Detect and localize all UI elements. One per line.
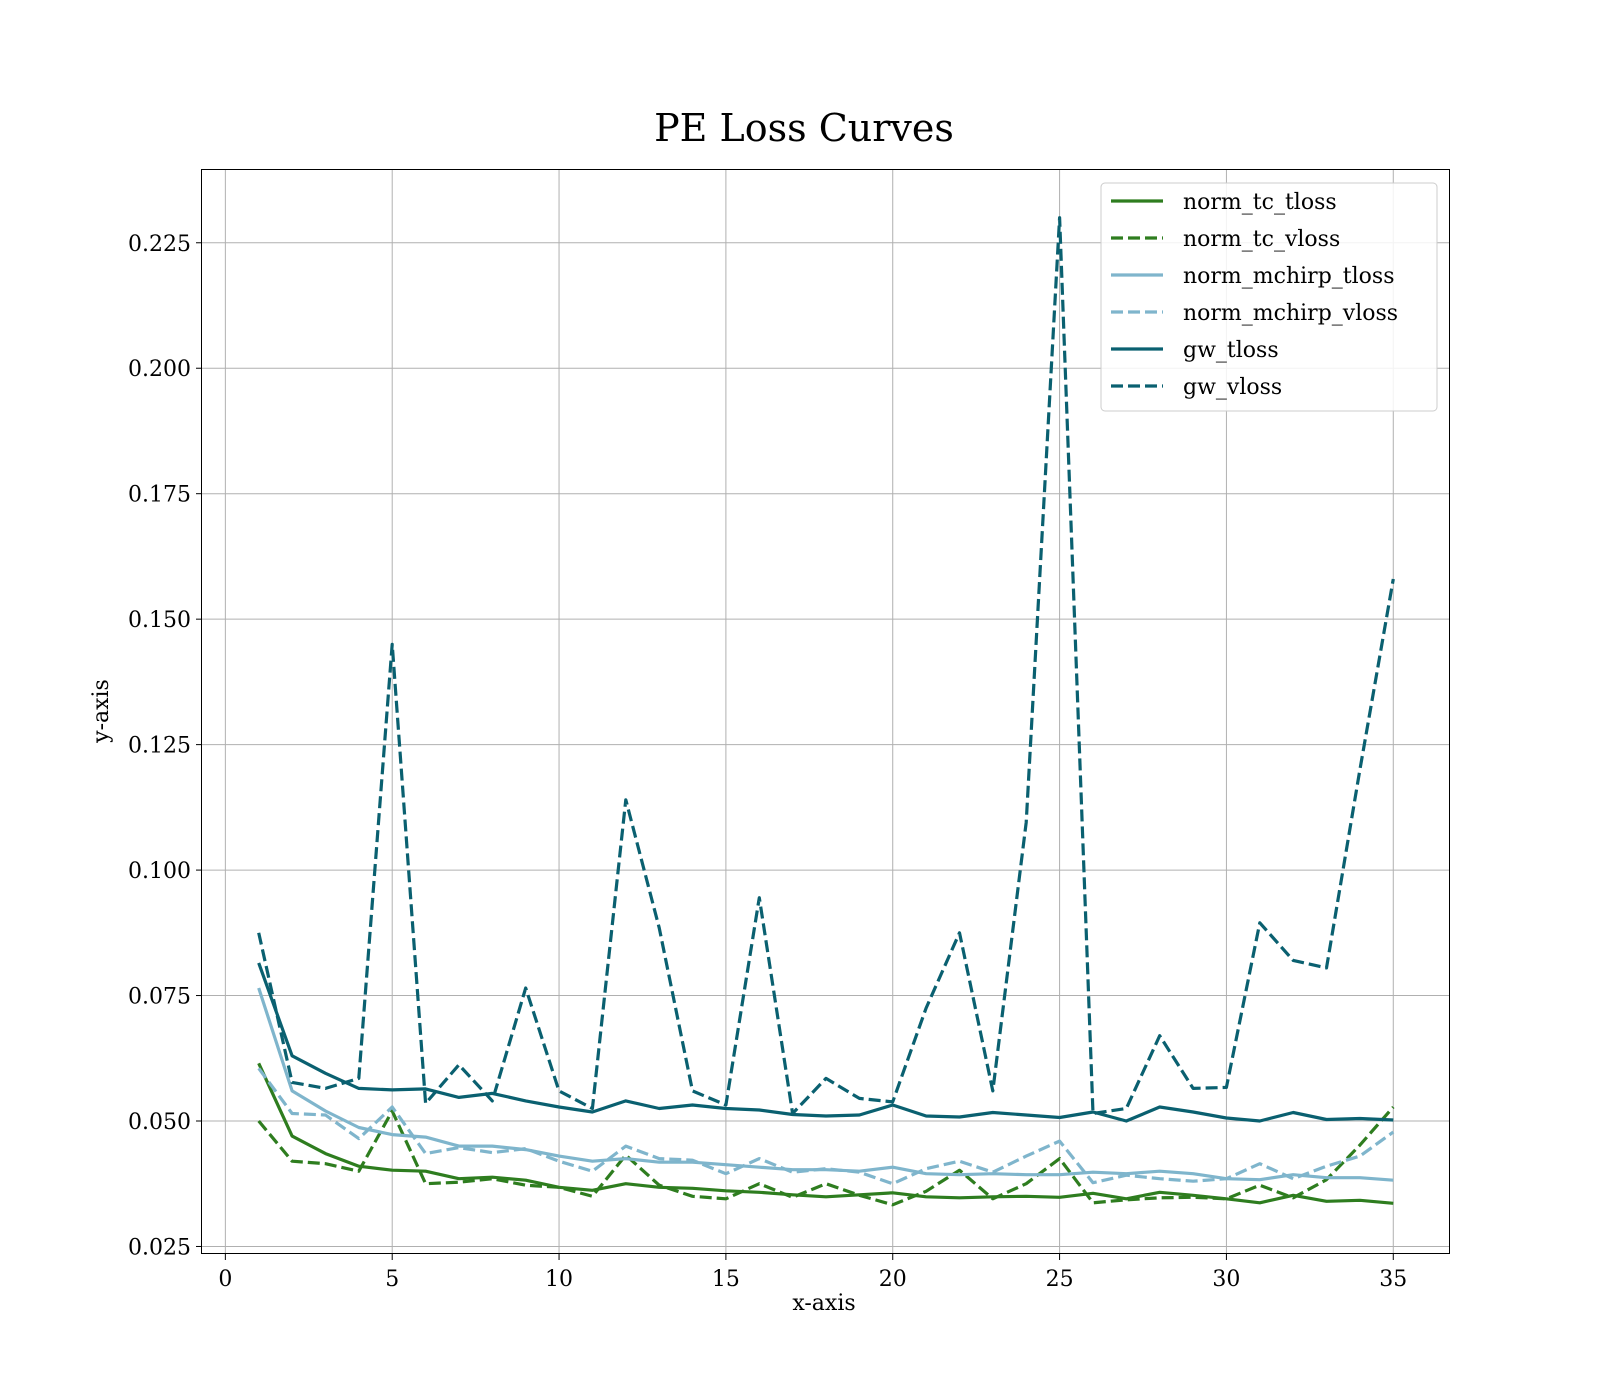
y-tick-label: 0.200	[128, 357, 191, 382]
y-axis-label: y-axis	[89, 679, 114, 744]
legend-label: norm_tc_tloss	[1183, 190, 1337, 215]
series-line-norm-mchirp-vloss	[257, 1067, 1395, 1186]
x-tick-label: 5	[385, 1267, 399, 1292]
x-axis-label: x-axis	[792, 1291, 855, 1316]
x-tick-label: 0	[218, 1267, 232, 1292]
series-line-norm-tc-vloss	[257, 1105, 1395, 1207]
series-lines	[257, 216, 1395, 1207]
axis-ticks: 0 5 10 15 20 25 30 35 0.025 0.050 0.075 0.100 0.125 0…	[128, 232, 1407, 1292]
legend-label: norm_mchirp_vloss	[1183, 301, 1398, 326]
legend-label: gw_vloss	[1183, 375, 1282, 400]
y-tick-label: 0.225	[128, 232, 191, 257]
x-tick-label: 10	[545, 1267, 573, 1292]
y-tick-label: 0.075	[128, 985, 191, 1010]
x-tick-label: 35	[1379, 1267, 1407, 1292]
y-tick-label: 0.125	[128, 734, 191, 759]
legend-entries: norm_tc_tloss norm_tc_vloss norm_mchirp_tl…	[1111, 190, 1398, 400]
y-tick-label: 0.175	[128, 483, 191, 508]
x-tick-label: 25	[1046, 1267, 1074, 1292]
legend-label: norm_mchirp_tloss	[1183, 264, 1394, 289]
plot-frame	[201, 169, 1450, 1254]
legend-box	[1100, 182, 1438, 412]
x-tick-label: 15	[712, 1267, 740, 1292]
legend: norm_tc_tloss norm_tc_vloss norm_mchirp_tl…	[1100, 182, 1438, 412]
x-tick-label: 30	[1212, 1267, 1240, 1292]
chart-title: PE Loss Curves	[654, 106, 954, 150]
legend-label: gw_tloss	[1183, 338, 1279, 363]
series-line-norm-mchirp-tloss	[257, 987, 1394, 1182]
y-tick-label: 0.150	[128, 608, 191, 633]
legend-label: norm_tc_vloss	[1183, 227, 1340, 252]
y-tick-label: 0.025	[128, 1235, 191, 1260]
series-line-gw-tloss	[257, 962, 1394, 1123]
x-tick-label: 20	[879, 1267, 907, 1292]
series-line-gw-vloss	[257, 216, 1395, 1116]
y-tick-label: 0.100	[128, 859, 191, 884]
y-tick-label: 0.050	[128, 1110, 191, 1135]
grid	[202, 170, 1450, 1254]
